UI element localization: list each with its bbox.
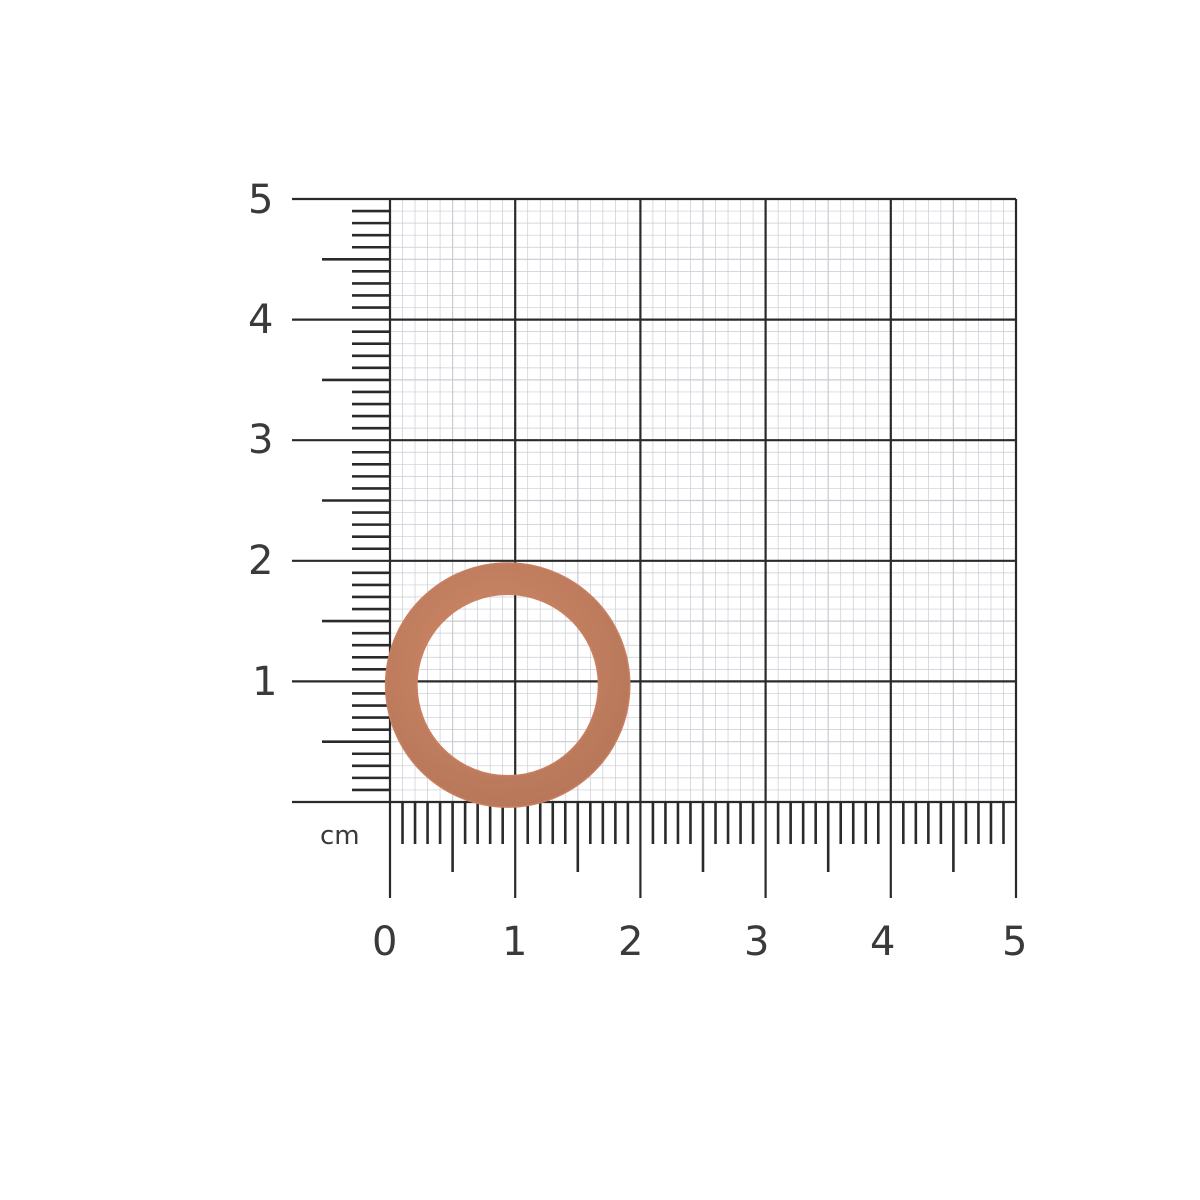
y-label-1: 1 (252, 659, 278, 705)
x-label-1: 1 (502, 919, 528, 965)
y-label-4: 4 (248, 297, 274, 343)
copper-washer (384, 562, 631, 808)
unit-label: cm (320, 821, 360, 851)
x-label-0: 0 (372, 919, 398, 965)
y-label-3: 3 (248, 417, 274, 463)
x-label-4: 4 (870, 919, 896, 965)
x-label-3: 3 (744, 919, 770, 965)
x-label-2: 2 (618, 919, 644, 965)
y-label-5: 5 (248, 177, 274, 223)
y-label-2: 2 (248, 538, 274, 584)
x-label-5: 5 (1002, 919, 1028, 965)
